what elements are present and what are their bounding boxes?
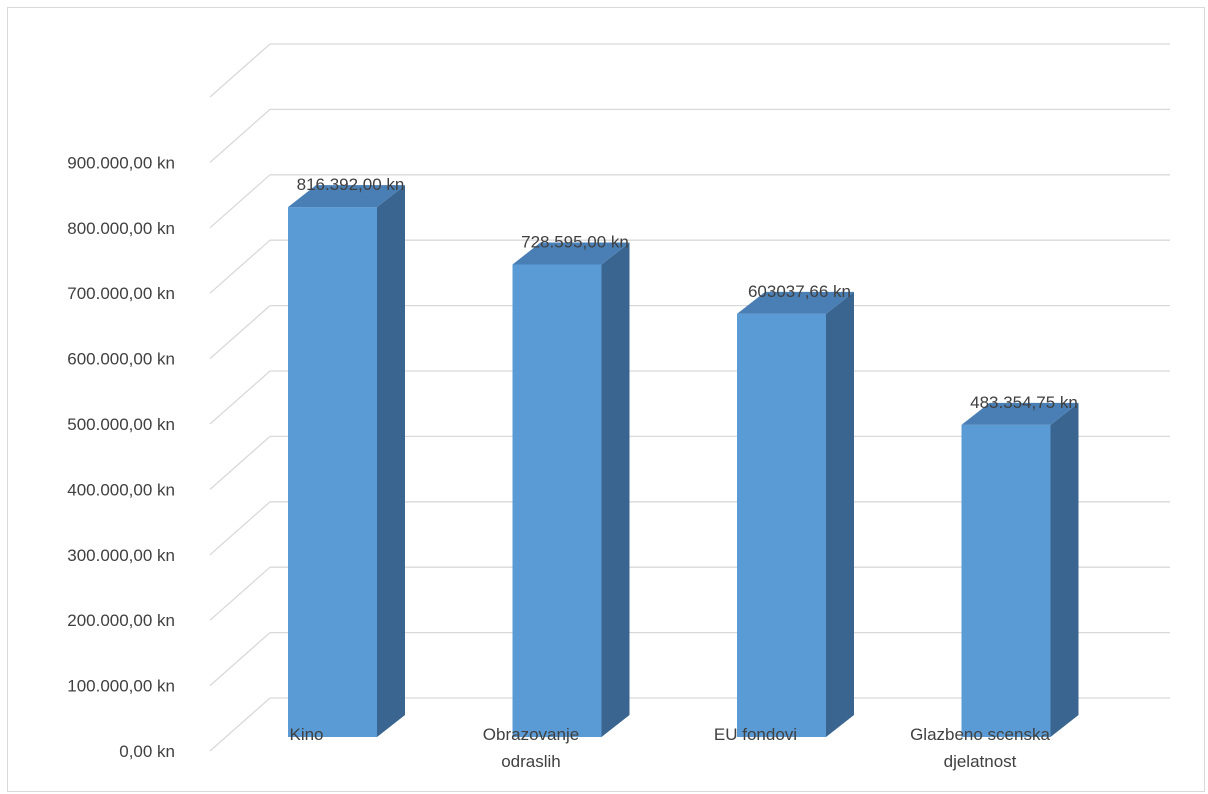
y-tick-label: 400.000,00 kn: [67, 480, 175, 499]
y-axis-tick-labels: 0,00 kn 100.000,00 kn 200.000,00 kn 300.000…: [67, 153, 175, 761]
bar: [961, 424, 1051, 737]
category-label: Glazbeno scenska: [910, 725, 1050, 744]
bar: [288, 207, 377, 737]
category-labels: Kino Obrazovanje odraslih EU fondovi Glazben…: [289, 725, 1050, 771]
gridline-diagonal: [209, 239, 271, 294]
category-label: djelatnost: [944, 752, 1017, 771]
y-tick-label: 100.000,00 kn: [67, 677, 175, 696]
data-labels: 816.392,00 kn 728.595,00 kn 603037,66 kn 48…: [297, 175, 1078, 412]
bar-top: [512, 242, 630, 265]
gridline-diagonal: [209, 566, 271, 621]
bar-side: [601, 242, 630, 737]
y-tick-label: 0,00 kn: [119, 742, 175, 761]
category-label: EU fondovi: [714, 725, 797, 744]
data-label: 483.354,75 kn: [970, 393, 1078, 412]
category-label: odraslih: [501, 752, 561, 771]
bar-side: [826, 291, 854, 737]
gridline-diagonal: [209, 501, 271, 556]
bar: [737, 313, 826, 737]
y-tick-label: 900.000,00 kn: [67, 153, 175, 172]
bar-top: [961, 402, 1079, 425]
bars: [288, 185, 1079, 737]
y-tick-label: 200.000,00 kn: [67, 611, 175, 630]
data-label: 816.392,00 kn: [297, 175, 405, 194]
y-tick-label: 500.000,00 kn: [67, 415, 175, 434]
y-tick-label: 800.000,00 kn: [67, 219, 175, 238]
bar-side: [377, 185, 405, 737]
data-label: 603037,66 kn: [748, 282, 851, 301]
gridline-diagonal: [209, 632, 271, 687]
y-tick-label: 600.000,00 kn: [67, 350, 175, 369]
gridline-diagonal: [209, 174, 271, 229]
category-label: Kino: [289, 725, 323, 744]
gridline-diagonal: [209, 697, 271, 752]
category-label: Obrazovanje: [483, 725, 579, 744]
gridline-diagonal: [209, 305, 271, 360]
gridline-diagonal: [209, 435, 271, 490]
y-tick-label: 700.000,00 kn: [67, 284, 175, 303]
gridline-diagonal: [209, 108, 271, 163]
y-tick-label: 300.000,00 kn: [67, 546, 175, 565]
bar-top: [288, 185, 405, 208]
data-label: 728.595,00 kn: [521, 232, 629, 251]
gridline-diagonal: [209, 43, 271, 98]
bar: [512, 264, 602, 737]
bar-side: [1050, 402, 1079, 737]
gridline-diagonal: [209, 370, 271, 425]
bar-top: [737, 291, 854, 314]
